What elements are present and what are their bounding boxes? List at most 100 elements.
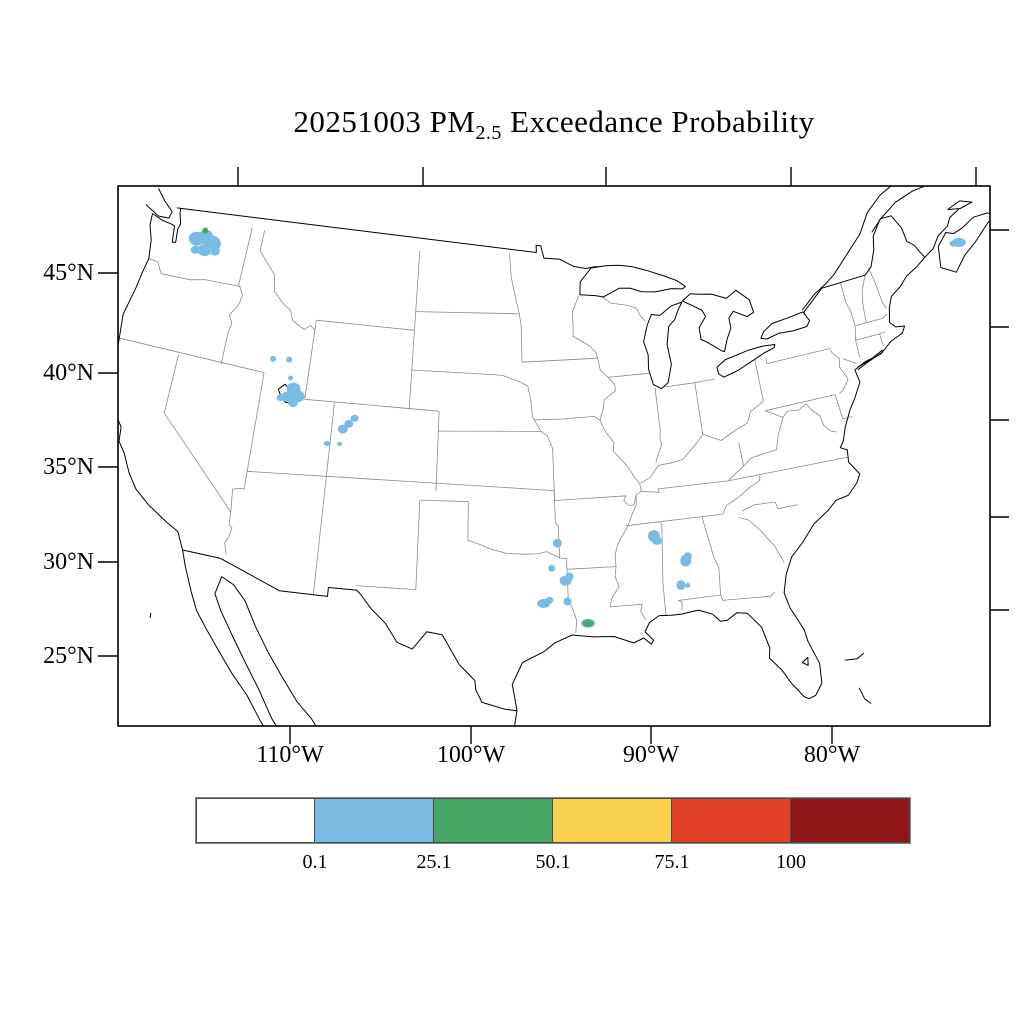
colorbar-segment-4 (672, 798, 791, 843)
states-path (659, 378, 715, 388)
coast-path (845, 652, 865, 661)
states-path (722, 475, 761, 515)
states-path (842, 358, 857, 364)
exceedance-blob-blue (949, 240, 958, 247)
coast-path (176, 207, 613, 269)
colorbar-segment-0 (196, 798, 315, 843)
states-path (659, 522, 667, 616)
states-path (765, 358, 768, 364)
coast-path (511, 215, 926, 726)
states-path (701, 516, 721, 596)
colorbar-segment-5 (791, 798, 910, 843)
states-path (518, 313, 523, 363)
coast-path (118, 213, 317, 726)
colorbar-segment-1 (315, 798, 434, 843)
states-path (408, 250, 421, 410)
colorbar-segment-2 (434, 798, 553, 843)
states-path (415, 311, 520, 315)
lakes-path (681, 289, 755, 353)
lat-tick-label: 35°N (43, 454, 94, 480)
states-path (741, 501, 798, 512)
exceedance-blob-blue (344, 419, 354, 428)
states-path (738, 517, 785, 563)
coast-path (871, 186, 927, 233)
probability-blobs (188, 227, 966, 628)
exceedance-blob-blue (287, 398, 298, 408)
lon-tick-label: 110°W (256, 742, 324, 768)
coast-path (916, 150, 951, 151)
colorbar (195, 797, 911, 844)
coastlines (118, 150, 990, 726)
lon-tick-label: 90°W (622, 742, 680, 768)
states-path (509, 253, 520, 314)
states-path (467, 501, 469, 541)
states-path (625, 513, 723, 527)
lakes-path (760, 311, 811, 340)
states-path (678, 591, 775, 602)
states-path (304, 320, 317, 400)
exceedance-blob-blue (548, 564, 556, 572)
states-path (879, 333, 884, 346)
coast-path (149, 612, 152, 618)
title-suffix: Exceedance Probability (501, 104, 815, 139)
states-path (521, 357, 598, 363)
states-path (246, 470, 555, 491)
states-path (765, 403, 837, 433)
exceedance-blob-blue (209, 245, 220, 256)
exceedance-blob-blue (288, 375, 294, 381)
map-frame (117, 185, 991, 727)
states-path (554, 494, 637, 506)
states-path (316, 319, 415, 331)
exceedance-blob-green (582, 619, 594, 627)
coast-path (924, 208, 960, 258)
states-path (599, 420, 642, 607)
states-path (854, 313, 888, 327)
states-path (304, 398, 440, 412)
states-path (312, 403, 335, 595)
states-path (861, 274, 867, 323)
states-path (754, 359, 764, 402)
states-path (727, 417, 784, 482)
states-path (533, 416, 601, 421)
exceedance-blob-blue (545, 596, 554, 604)
exceedance-blob-blue (337, 424, 348, 434)
coast-path (802, 186, 892, 311)
states-path (641, 480, 728, 493)
basemap (118, 150, 990, 726)
states-path (834, 394, 853, 420)
states-path (765, 394, 836, 412)
coast-path (152, 208, 182, 243)
states-path (163, 354, 233, 555)
coast-path (182, 549, 518, 712)
states-path (868, 267, 887, 309)
colorbar-boundary-label: 100 (776, 851, 806, 873)
states-path (571, 295, 599, 359)
exceedance-blob-green (202, 227, 209, 234)
states-path (520, 381, 555, 501)
exceedance-blob-blue (190, 245, 201, 254)
coast-path (947, 200, 973, 211)
lat-tick-label: 25°N (43, 643, 94, 669)
states-path (411, 369, 521, 383)
exceedance-blob-blue (286, 356, 293, 363)
figure-title: 20251003 PM2.5 Exceedance Probability (293, 104, 814, 145)
coast-path (937, 212, 990, 273)
states-path (766, 348, 849, 394)
states-path (259, 230, 316, 331)
states-path (559, 557, 578, 633)
states-path (118, 337, 265, 373)
coast-path (145, 188, 173, 219)
states-path (607, 372, 650, 378)
exceedance-blob-blue (337, 441, 343, 446)
lakes-path (801, 656, 809, 666)
exceedance-blob-blue (323, 441, 331, 446)
states-path (566, 566, 617, 570)
exceedance-blob-blue (197, 244, 212, 257)
states-path (654, 388, 662, 463)
states-path (355, 500, 421, 590)
states-path (640, 400, 764, 484)
states-path (597, 358, 616, 421)
coast-path (858, 687, 872, 704)
lat-tick-label: 30°N (43, 549, 94, 575)
